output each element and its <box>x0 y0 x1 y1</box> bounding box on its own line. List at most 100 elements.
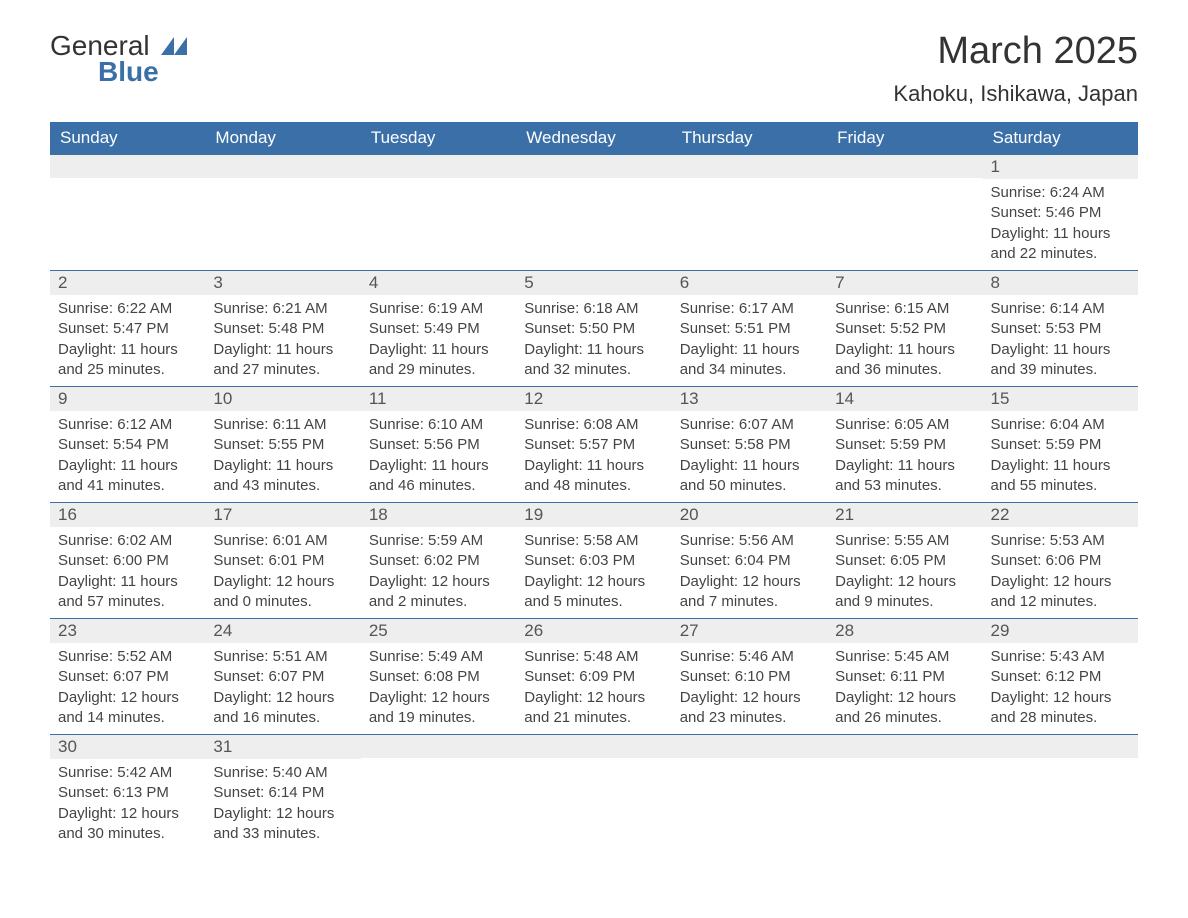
daylight-text: and 41 minutes. <box>58 476 197 496</box>
calendar-cell <box>827 154 982 270</box>
daylight-text: and 27 minutes. <box>213 360 352 380</box>
daylight-text: and 43 minutes. <box>213 476 352 496</box>
daylight-text: and 19 minutes. <box>369 708 508 728</box>
day-info: Sunrise: 5:40 AMSunset: 6:14 PMDaylight:… <box>205 759 360 850</box>
daylight-text: and 22 minutes. <box>991 244 1130 264</box>
calendar-cell <box>361 154 516 270</box>
calendar-cell: 9Sunrise: 6:12 AMSunset: 5:54 PMDaylight… <box>50 386 205 502</box>
daylight-text: Daylight: 12 hours <box>680 572 819 592</box>
daylight-text: Daylight: 12 hours <box>991 572 1130 592</box>
day-info: Sunrise: 5:45 AMSunset: 6:11 PMDaylight:… <box>827 643 982 734</box>
sunrise-text: Sunrise: 6:01 AM <box>213 531 352 551</box>
weekday-header: Tuesday <box>361 122 516 154</box>
sunrise-text: Sunrise: 5:40 AM <box>213 763 352 783</box>
calendar-cell: 22Sunrise: 5:53 AMSunset: 6:06 PMDayligh… <box>983 502 1138 618</box>
daylight-text: and 0 minutes. <box>213 592 352 612</box>
daylight-text: and 9 minutes. <box>835 592 974 612</box>
day-info: Sunrise: 5:42 AMSunset: 6:13 PMDaylight:… <box>50 759 205 850</box>
empty-day-header <box>361 734 516 758</box>
sunrise-text: Sunrise: 6:11 AM <box>213 415 352 435</box>
day-info: Sunrise: 5:53 AMSunset: 6:06 PMDaylight:… <box>983 527 1138 618</box>
day-number: 26 <box>516 618 671 643</box>
calendar-cell: 30Sunrise: 5:42 AMSunset: 6:13 PMDayligh… <box>50 734 205 850</box>
calendar-cell: 6Sunrise: 6:17 AMSunset: 5:51 PMDaylight… <box>672 270 827 386</box>
daylight-text: Daylight: 11 hours <box>680 340 819 360</box>
daylight-text: Daylight: 12 hours <box>213 688 352 708</box>
day-info: Sunrise: 6:15 AMSunset: 5:52 PMDaylight:… <box>827 295 982 386</box>
daylight-text: and 55 minutes. <box>991 476 1130 496</box>
sunrise-text: Sunrise: 6:21 AM <box>213 299 352 319</box>
calendar-cell <box>827 734 982 850</box>
daylight-text: and 30 minutes. <box>58 824 197 844</box>
daylight-text: and 53 minutes. <box>835 476 974 496</box>
daylight-text: and 12 minutes. <box>991 592 1130 612</box>
calendar-cell: 14Sunrise: 6:05 AMSunset: 5:59 PMDayligh… <box>827 386 982 502</box>
sunset-text: Sunset: 5:57 PM <box>524 435 663 455</box>
day-info: Sunrise: 5:46 AMSunset: 6:10 PMDaylight:… <box>672 643 827 734</box>
day-info: Sunrise: 6:21 AMSunset: 5:48 PMDaylight:… <box>205 295 360 386</box>
day-info: Sunrise: 5:48 AMSunset: 6:09 PMDaylight:… <box>516 643 671 734</box>
sunset-text: Sunset: 6:11 PM <box>835 667 974 687</box>
calendar-cell <box>983 734 1138 850</box>
calendar-body: 1Sunrise: 6:24 AMSunset: 5:46 PMDaylight… <box>50 154 1138 850</box>
sunrise-text: Sunrise: 5:55 AM <box>835 531 974 551</box>
calendar-cell: 27Sunrise: 5:46 AMSunset: 6:10 PMDayligh… <box>672 618 827 734</box>
sunrise-text: Sunrise: 6:02 AM <box>58 531 197 551</box>
sunrise-text: Sunrise: 5:43 AM <box>991 647 1130 667</box>
daylight-text: Daylight: 11 hours <box>835 456 974 476</box>
day-number: 14 <box>827 386 982 411</box>
day-number: 23 <box>50 618 205 643</box>
sunrise-text: Sunrise: 6:04 AM <box>991 415 1130 435</box>
daylight-text: Daylight: 12 hours <box>991 688 1130 708</box>
daylight-text: Daylight: 11 hours <box>991 456 1130 476</box>
sunset-text: Sunset: 5:48 PM <box>213 319 352 339</box>
weekday-header: Wednesday <box>516 122 671 154</box>
calendar-cell: 28Sunrise: 5:45 AMSunset: 6:11 PMDayligh… <box>827 618 982 734</box>
calendar-cell: 19Sunrise: 5:58 AMSunset: 6:03 PMDayligh… <box>516 502 671 618</box>
sunset-text: Sunset: 6:01 PM <box>213 551 352 571</box>
daylight-text: Daylight: 11 hours <box>991 224 1130 244</box>
day-number: 6 <box>672 270 827 295</box>
calendar-week-row: 9Sunrise: 6:12 AMSunset: 5:54 PMDaylight… <box>50 386 1138 502</box>
calendar-cell: 15Sunrise: 6:04 AMSunset: 5:59 PMDayligh… <box>983 386 1138 502</box>
logo: General Blue <box>50 30 187 88</box>
day-info: Sunrise: 6:18 AMSunset: 5:50 PMDaylight:… <box>516 295 671 386</box>
day-info: Sunrise: 6:04 AMSunset: 5:59 PMDaylight:… <box>983 411 1138 502</box>
day-number: 3 <box>205 270 360 295</box>
sunrise-text: Sunrise: 6:15 AM <box>835 299 974 319</box>
day-info: Sunrise: 6:10 AMSunset: 5:56 PMDaylight:… <box>361 411 516 502</box>
weekday-header: Monday <box>205 122 360 154</box>
logo-shape-icon <box>161 30 187 62</box>
sunset-text: Sunset: 5:46 PM <box>991 203 1130 223</box>
calendar-cell: 29Sunrise: 5:43 AMSunset: 6:12 PMDayligh… <box>983 618 1138 734</box>
sunrise-text: Sunrise: 5:59 AM <box>369 531 508 551</box>
calendar-cell: 25Sunrise: 5:49 AMSunset: 6:08 PMDayligh… <box>361 618 516 734</box>
day-info: Sunrise: 6:07 AMSunset: 5:58 PMDaylight:… <box>672 411 827 502</box>
daylight-text: and 26 minutes. <box>835 708 974 728</box>
month-title: March 2025 <box>893 30 1138 73</box>
sunrise-text: Sunrise: 5:58 AM <box>524 531 663 551</box>
weekday-header: Thursday <box>672 122 827 154</box>
sunrise-text: Sunrise: 5:46 AM <box>680 647 819 667</box>
calendar-week-row: 23Sunrise: 5:52 AMSunset: 6:07 PMDayligh… <box>50 618 1138 734</box>
sunset-text: Sunset: 6:00 PM <box>58 551 197 571</box>
empty-day-header <box>516 734 671 758</box>
sunset-text: Sunset: 6:02 PM <box>369 551 508 571</box>
daylight-text: and 33 minutes. <box>213 824 352 844</box>
day-number: 22 <box>983 502 1138 527</box>
sunset-text: Sunset: 6:08 PM <box>369 667 508 687</box>
calendar-cell: 12Sunrise: 6:08 AMSunset: 5:57 PMDayligh… <box>516 386 671 502</box>
day-info: Sunrise: 6:12 AMSunset: 5:54 PMDaylight:… <box>50 411 205 502</box>
sunrise-text: Sunrise: 6:10 AM <box>369 415 508 435</box>
day-info: Sunrise: 5:55 AMSunset: 6:05 PMDaylight:… <box>827 527 982 618</box>
day-number: 15 <box>983 386 1138 411</box>
day-number: 7 <box>827 270 982 295</box>
day-number: 19 <box>516 502 671 527</box>
location-text: Kahoku, Ishikawa, Japan <box>893 81 1138 107</box>
day-info: Sunrise: 6:22 AMSunset: 5:47 PMDaylight:… <box>50 295 205 386</box>
daylight-text: Daylight: 11 hours <box>524 340 663 360</box>
sunrise-text: Sunrise: 6:07 AM <box>680 415 819 435</box>
sunrise-text: Sunrise: 5:42 AM <box>58 763 197 783</box>
calendar-cell: 2Sunrise: 6:22 AMSunset: 5:47 PMDaylight… <box>50 270 205 386</box>
daylight-text: Daylight: 12 hours <box>213 804 352 824</box>
